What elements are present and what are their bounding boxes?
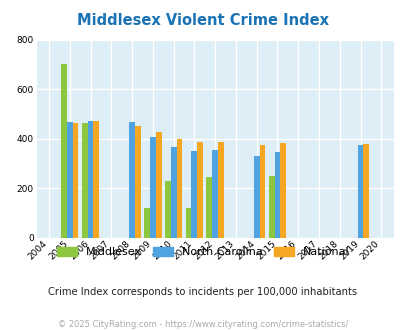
Bar [129, 122, 135, 238]
Bar [82, 122, 87, 238]
Bar [268, 176, 274, 238]
Bar [61, 64, 67, 238]
Bar [164, 181, 171, 238]
Bar [253, 156, 259, 238]
Bar [217, 142, 223, 238]
Bar [156, 132, 161, 238]
Bar [357, 145, 362, 238]
Bar [176, 139, 182, 238]
Bar [135, 126, 141, 238]
Bar [259, 145, 265, 238]
Bar [149, 137, 156, 238]
Bar [274, 152, 280, 238]
Text: © 2025 CityRating.com - https://www.cityrating.com/crime-statistics/: © 2025 CityRating.com - https://www.city… [58, 320, 347, 329]
Bar [280, 143, 286, 238]
Bar [93, 120, 99, 238]
Bar [185, 208, 191, 238]
Bar [171, 147, 176, 238]
Bar [67, 122, 72, 238]
Bar [144, 208, 149, 238]
Text: Middlesex Violent Crime Index: Middlesex Violent Crime Index [77, 13, 328, 28]
Bar [72, 123, 78, 238]
Text: Crime Index corresponds to incidents per 100,000 inhabitants: Crime Index corresponds to incidents per… [48, 287, 357, 297]
Bar [362, 144, 369, 238]
Bar [87, 121, 93, 238]
Legend: Middlesex, North Carolina, National: Middlesex, North Carolina, National [52, 243, 353, 262]
Bar [191, 151, 197, 238]
Bar [212, 150, 217, 238]
Bar [197, 142, 202, 238]
Bar [206, 177, 212, 238]
